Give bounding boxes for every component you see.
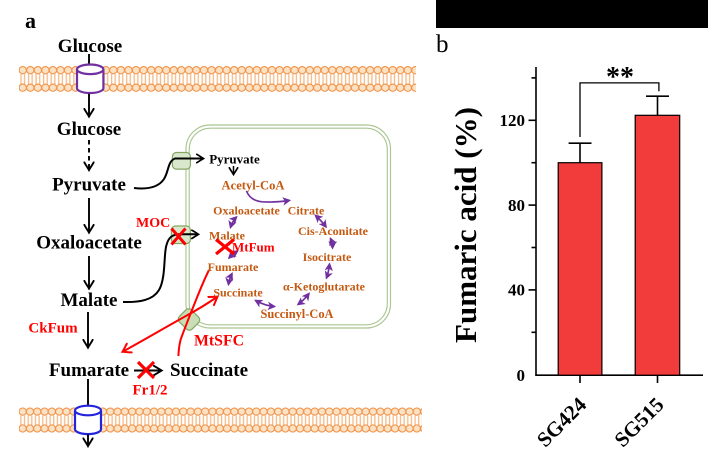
- svg-text:Glucose: Glucose: [57, 119, 121, 140]
- svg-text:a: a: [25, 8, 36, 33]
- svg-text:Succinate: Succinate: [213, 286, 263, 300]
- svg-text:120: 120: [500, 111, 526, 130]
- svg-text:Succinate: Succinate: [170, 360, 248, 381]
- svg-text:Malate: Malate: [61, 290, 118, 311]
- svg-text:Pyruvate: Pyruvate: [52, 175, 126, 196]
- svg-text:Fumaric acid (%): Fumaric acid (%): [448, 107, 483, 343]
- svg-text:40: 40: [508, 281, 525, 300]
- svg-text:MOC: MOC: [136, 216, 170, 231]
- svg-text:MtFum: MtFum: [232, 240, 275, 255]
- svg-text:80: 80: [508, 196, 525, 215]
- svg-text:Succinyl-CoA: Succinyl-CoA: [261, 307, 334, 321]
- svg-text:Oxaloacetate: Oxaloacetate: [36, 233, 142, 254]
- svg-text:Citrate: Citrate: [288, 204, 325, 218]
- svg-text:Isocitrate: Isocitrate: [303, 250, 352, 264]
- svg-text:Fumarate: Fumarate: [208, 260, 259, 274]
- svg-text:α-Ketoglutarate: α-Ketoglutarate: [283, 280, 366, 294]
- svg-text:Cis-Aconitate: Cis-Aconitate: [298, 224, 369, 238]
- svg-text:Malate: Malate: [209, 229, 246, 243]
- svg-text:Acetyl-CoA: Acetyl-CoA: [222, 179, 285, 193]
- svg-text:Glucose: Glucose: [58, 36, 122, 57]
- svg-text:Fumarate: Fumarate: [49, 360, 129, 381]
- svg-text:CkFum: CkFum: [28, 321, 78, 337]
- svg-text:Fr1/2: Fr1/2: [133, 383, 168, 399]
- svg-text:0: 0: [517, 366, 526, 385]
- svg-text:MtSFC: MtSFC: [194, 333, 244, 350]
- svg-text:Pyruvate: Pyruvate: [209, 152, 260, 167]
- svg-text:**: **: [606, 62, 634, 93]
- svg-text:b: b: [436, 31, 449, 58]
- svg-text:Oxaloacetate: Oxaloacetate: [213, 204, 280, 218]
